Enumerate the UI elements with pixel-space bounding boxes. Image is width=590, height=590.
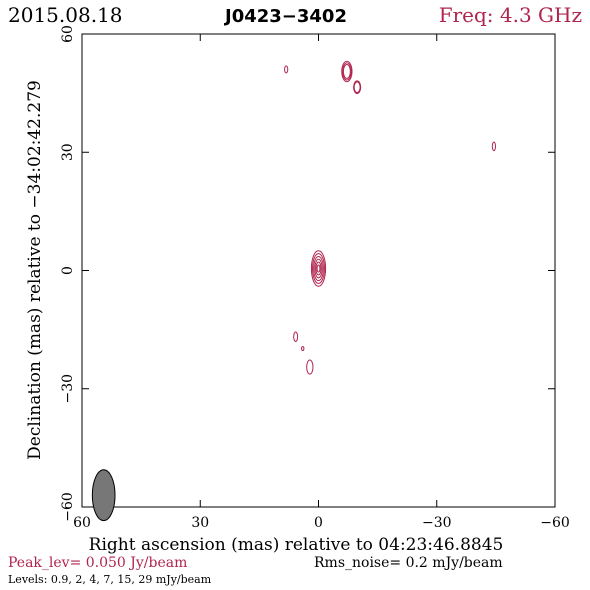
contour-component-south-b — [301, 346, 305, 352]
contour-line — [313, 255, 324, 282]
contour-line — [293, 331, 299, 342]
x-tick-label: −60 — [540, 515, 570, 531]
contour-levels: Levels: 0.9, 2, 4, 7, 15, 29 mJy/beam — [8, 573, 212, 586]
contour-line — [301, 346, 305, 352]
contour-component-south-c — [306, 359, 314, 375]
rms-noise: Rms_noise= 0.2 mJy/beam — [314, 555, 503, 571]
observation-date: 2015.08.18 — [8, 3, 123, 27]
y-tick-label: −30 — [60, 374, 76, 404]
contour-line — [341, 60, 353, 83]
x-tick-label: 30 — [191, 515, 209, 531]
source-name: J0423−3402 — [223, 6, 347, 27]
contour-line — [342, 63, 351, 79]
y-axis-label: Declination (mas) relative to −34:02:42.… — [25, 80, 45, 460]
contour-line — [353, 80, 362, 95]
y-tick-label: 60 — [60, 25, 76, 43]
y-tick-label: 30 — [60, 143, 76, 161]
contour-line — [284, 65, 289, 74]
x-tick-label: −30 — [422, 515, 452, 531]
contour-component-north-small — [284, 65, 289, 74]
contour-component-north-b — [353, 80, 362, 95]
axis-ticks — [81, 33, 556, 508]
contour-line — [316, 264, 321, 273]
peak-level: Peak_lev= 0.050 Jy/beam — [8, 555, 187, 571]
contour-component-core — [310, 250, 327, 287]
contour-line — [306, 359, 314, 375]
x-tick-label: 0 — [314, 515, 323, 531]
y-tick-label: −60 — [60, 492, 76, 522]
contour-line — [353, 81, 361, 94]
contour-line — [491, 141, 496, 152]
contour-line — [314, 258, 323, 279]
contour-line — [312, 253, 325, 284]
contour-line — [310, 250, 327, 287]
contour-component-north-a — [341, 60, 353, 83]
x-tick-label: 60 — [73, 515, 91, 531]
contour-line — [315, 261, 322, 276]
frequency-label: Freq: 4.3 GHz — [439, 3, 582, 27]
beam-ellipse — [91, 469, 116, 522]
x-axis-label: Right ascension (mas) relative to 04:23:… — [89, 535, 504, 555]
contour-line — [342, 62, 352, 81]
contour-component-east — [491, 141, 496, 152]
contour-component-south-a — [293, 331, 299, 342]
y-tick-label: 0 — [60, 266, 76, 275]
beam-layer — [91, 469, 116, 522]
plot-frame — [81, 33, 556, 508]
contour-layer — [284, 60, 496, 375]
